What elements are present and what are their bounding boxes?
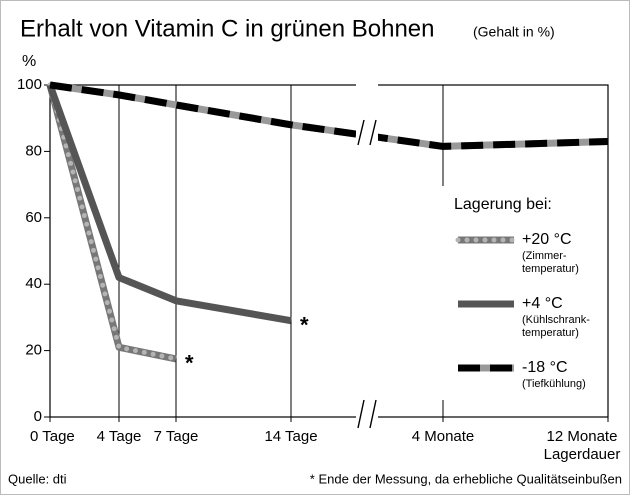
- x-tick-label: 0 Tage: [30, 428, 75, 445]
- legend-label: +20 °C: [522, 231, 572, 248]
- y-tick-label: 0: [34, 408, 42, 425]
- plot-border: [49, 84, 609, 418]
- footnote: * Ende der Messung, da erhebliche Qualit…: [310, 471, 622, 486]
- break-mark: [357, 119, 365, 146]
- legend-note: (Tiefkühlung): [522, 378, 586, 390]
- end-marker: *: [185, 351, 194, 376]
- legend-note: (Zimmer-: [522, 250, 567, 262]
- y-axis-label: %: [22, 53, 36, 70]
- x-tick-label: 7 Tage: [154, 428, 199, 445]
- break-mark: [369, 399, 377, 429]
- break-mark: [369, 119, 377, 146]
- legend-note: (Kühlschrank-: [522, 314, 590, 326]
- legend-title: Lagerung bei:: [454, 196, 552, 213]
- legend-label: +4 °C: [522, 295, 563, 312]
- x-tick-label: 4 Tage: [97, 428, 142, 445]
- chart-subtitle: (Gehalt in %): [473, 24, 555, 40]
- x-tick-label: 12 Monate: [547, 428, 618, 445]
- legend-note: temperatur): [522, 263, 579, 275]
- series-line: [47, 82, 179, 362]
- end-marker: *: [300, 313, 309, 338]
- y-tick-label: 100: [17, 76, 42, 93]
- series-line: [46, 83, 292, 325]
- source: Quelle: dti: [8, 471, 67, 486]
- legend-note: temperatur): [522, 327, 579, 339]
- legend-box: [441, 186, 607, 400]
- series-line: [49, 81, 609, 150]
- legend-label: -18 °C: [522, 359, 568, 376]
- x-tick-label: 4 Monate: [412, 428, 475, 445]
- chart-title: Erhalt von Vitamin C in grünen Bohnen: [20, 15, 434, 42]
- x-tick-label: 14 Tage: [264, 428, 317, 445]
- y-tick-label: 40: [25, 275, 42, 292]
- x-axis-label: Lagerdauer: [544, 446, 621, 463]
- y-tick-label: 80: [25, 142, 42, 159]
- y-tick-label: 20: [25, 342, 42, 359]
- axis-break-gap: [356, 82, 378, 434]
- break-mark: [357, 399, 365, 429]
- y-tick-label: 60: [25, 209, 42, 226]
